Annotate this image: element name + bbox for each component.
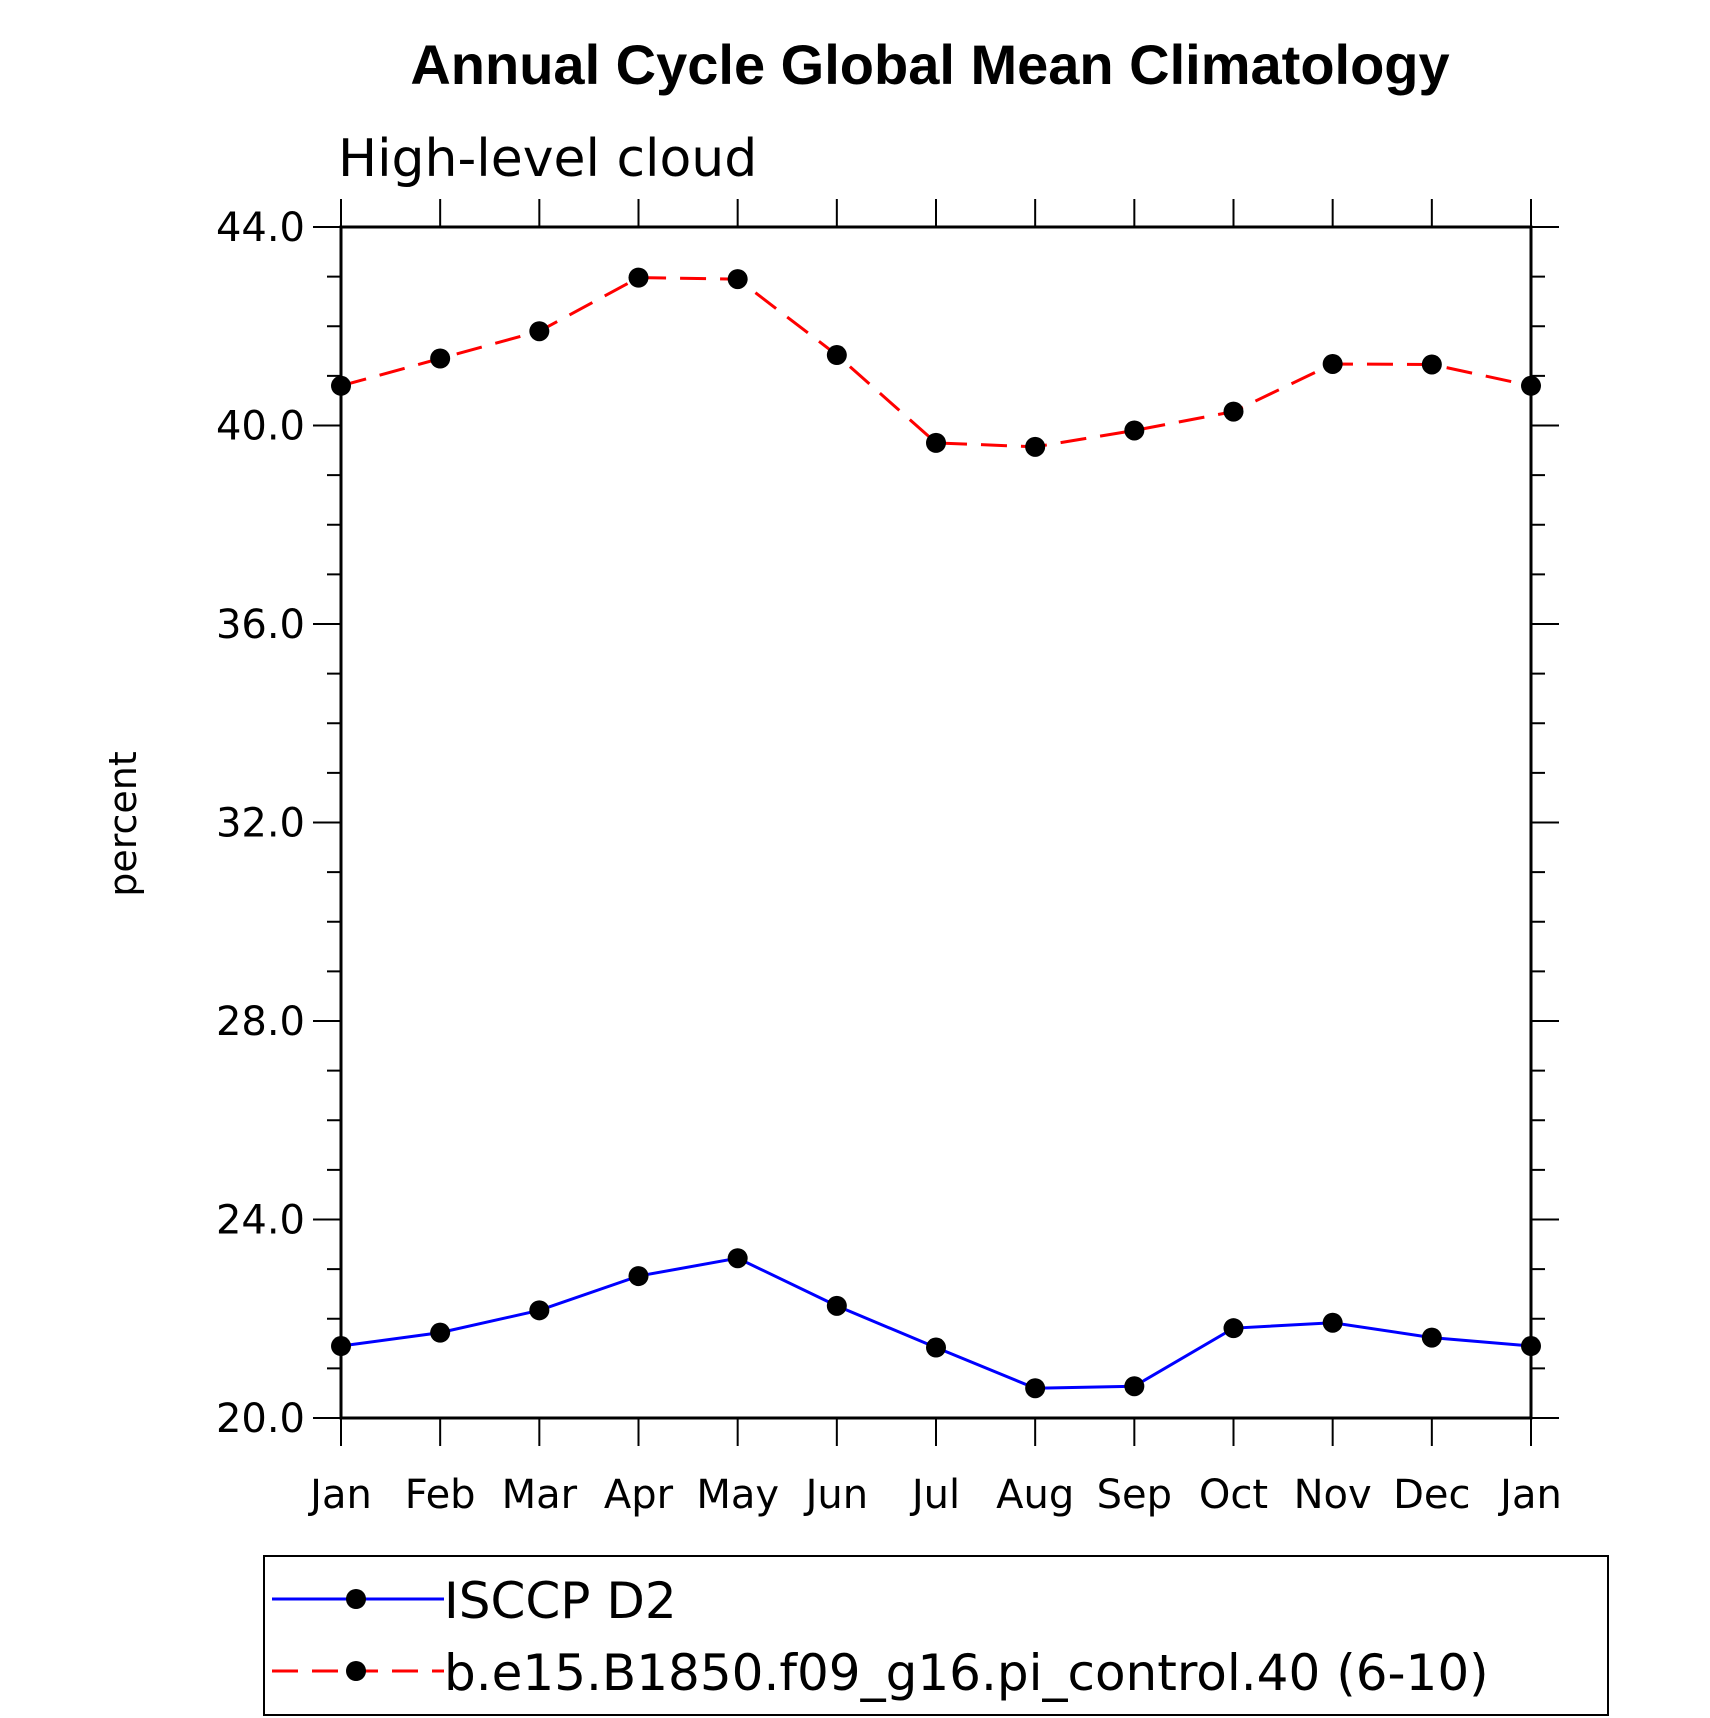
x-tick-label: Dec bbox=[1393, 1472, 1470, 1518]
data-point-model bbox=[826, 345, 847, 366]
x-tick-label: Sep bbox=[1097, 1472, 1172, 1518]
data-point-isccp bbox=[1025, 1378, 1046, 1399]
data-point-model bbox=[1322, 353, 1343, 374]
y-axis-label: percent bbox=[101, 751, 145, 897]
y-tick-labels: 20.0 24.0 28.0 32.0 36.0 40.0 44.0 bbox=[216, 205, 305, 1442]
x-tick-label: Mar bbox=[502, 1472, 578, 1518]
data-point-model bbox=[1521, 375, 1541, 396]
x-tick-label: Jan bbox=[307, 1472, 372, 1518]
legend-marker-isccp bbox=[346, 1589, 366, 1609]
plot-frame bbox=[339, 225, 1533, 1420]
x-tick-label: Jun bbox=[803, 1472, 869, 1518]
x-tick-label: Oct bbox=[1199, 1472, 1268, 1518]
data-point-model bbox=[1025, 436, 1046, 457]
y-tick-label: 40.0 bbox=[216, 404, 305, 450]
legend-marker-model bbox=[346, 1661, 366, 1681]
data-point-model bbox=[331, 375, 351, 396]
data-point-isccp bbox=[826, 1295, 847, 1316]
data-point-model bbox=[1223, 401, 1244, 422]
data-point-isccp bbox=[529, 1300, 550, 1321]
data-point-model bbox=[1124, 420, 1145, 441]
data-point-isccp bbox=[1322, 1312, 1343, 1333]
y-tick-label: 44.0 bbox=[216, 205, 305, 251]
series-line-model bbox=[340, 276, 1532, 449]
x-tick-label: Nov bbox=[1294, 1472, 1372, 1518]
y-tick-label: 32.0 bbox=[216, 801, 305, 847]
legend-label-isccp: ISCCP D2 bbox=[444, 1572, 677, 1630]
y-tick-label: 36.0 bbox=[216, 602, 305, 648]
data-point-isccp bbox=[926, 1337, 946, 1358]
data-point-model bbox=[430, 348, 451, 369]
x-tick-label: Jan bbox=[1497, 1472, 1562, 1518]
x-tick-label: Apr bbox=[604, 1472, 674, 1518]
legend: ISCCP D2 b.e15.B1850.f09_g16.pi_control.… bbox=[263, 1555, 1609, 1716]
data-point-model bbox=[1421, 354, 1442, 375]
data-point-isccp bbox=[727, 1248, 748, 1269]
data-point-model bbox=[628, 267, 649, 288]
data-point-isccp bbox=[1223, 1318, 1244, 1339]
y-tick-label: 24.0 bbox=[216, 1198, 305, 1244]
series-line-isccp bbox=[340, 1256, 1532, 1390]
y-tick-label: 28.0 bbox=[216, 999, 305, 1045]
data-point-isccp bbox=[1124, 1376, 1145, 1397]
x-tick-label: Feb bbox=[405, 1472, 476, 1518]
x-tick-labels: Jan Feb Mar Apr May Jun Jul Aug Sep Oct Nov Dec Jan bbox=[307, 1472, 1562, 1518]
data-point-model bbox=[926, 432, 946, 453]
data-point-isccp bbox=[628, 1266, 649, 1287]
data-point-isccp bbox=[1421, 1327, 1442, 1348]
axis-ticks bbox=[313, 199, 1559, 1446]
data-point-model bbox=[529, 321, 550, 342]
y-tick-label: 20.0 bbox=[216, 1396, 305, 1442]
data-point-isccp bbox=[430, 1322, 451, 1343]
legend-box bbox=[263, 1555, 1609, 1716]
data-point-isccp bbox=[1521, 1336, 1541, 1357]
x-tick-label: Jul bbox=[909, 1472, 960, 1518]
x-tick-label: May bbox=[696, 1472, 779, 1518]
legend-label-model: b.e15.B1850.f09_g16.pi_control.40 (6-10) bbox=[444, 1644, 1489, 1702]
plot-series bbox=[331, 267, 1541, 1399]
data-point-isccp bbox=[331, 1336, 351, 1357]
data-point-model bbox=[727, 269, 748, 290]
chart-subtitle: High-level cloud bbox=[338, 129, 757, 189]
chart-title: Annual Cycle Global Mean Climatology bbox=[410, 33, 1449, 96]
x-tick-label: Aug bbox=[996, 1472, 1074, 1518]
